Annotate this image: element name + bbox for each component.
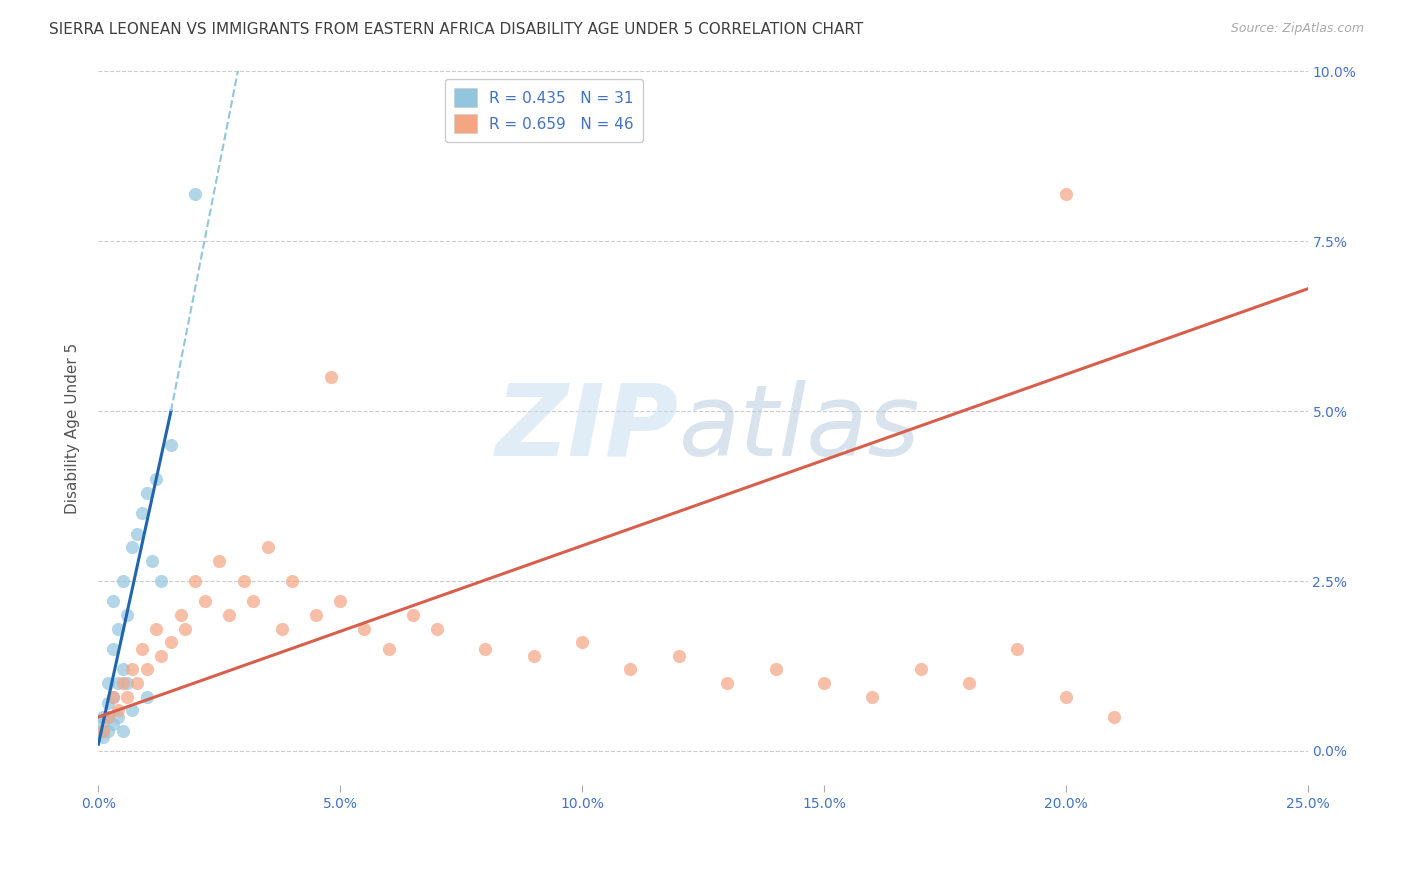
Point (111, 574, 134, 588)
Point (97, 710, 120, 724)
Point (111, 662, 134, 676)
Point (91, 710, 114, 724)
Point (107, 676, 129, 690)
Point (184, 574, 207, 588)
Point (426, 622, 449, 636)
Point (101, 642, 124, 657)
Point (121, 662, 143, 676)
Point (1054, 186, 1077, 201)
Point (668, 648, 690, 663)
Point (377, 642, 399, 657)
Point (131, 506, 153, 520)
Point (271, 622, 294, 636)
Point (150, 648, 173, 663)
Point (111, 723, 134, 738)
Point (121, 703, 143, 717)
Point (141, 554, 163, 568)
Text: atlas: atlas (679, 380, 921, 476)
Text: ZIP: ZIP (496, 380, 679, 476)
Point (242, 594, 264, 608)
Point (474, 642, 496, 657)
Point (91, 723, 114, 738)
Point (305, 608, 328, 623)
Point (160, 438, 183, 452)
Point (402, 608, 425, 623)
Point (218, 608, 240, 623)
Point (194, 594, 217, 608)
Text: SIERRA LEONEAN VS IMMIGRANTS FROM EASTERN AFRICA DISABILITY AGE UNDER 5 CORRELAT: SIERRA LEONEAN VS IMMIGRANTS FROM EASTER… (49, 22, 863, 37)
Point (160, 635, 183, 649)
Point (716, 676, 738, 690)
Point (117, 690, 139, 704)
Point (107, 703, 129, 717)
Point (101, 690, 124, 704)
Legend: R = 0.435   N = 31, R = 0.659   N = 46: R = 0.435 N = 31, R = 0.659 N = 46 (444, 79, 643, 142)
Point (135, 690, 157, 704)
Point (91, 723, 114, 738)
Y-axis label: Disability Age Under 5: Disability Age Under 5 (65, 343, 80, 514)
Point (174, 622, 197, 636)
Point (281, 574, 304, 588)
Point (97, 676, 120, 690)
Point (571, 635, 593, 649)
Point (121, 540, 143, 554)
Point (957, 676, 980, 690)
Point (91, 716, 114, 731)
Point (107, 710, 129, 724)
Point (353, 622, 375, 636)
Point (145, 472, 167, 486)
Point (101, 716, 124, 731)
Point (860, 690, 883, 704)
Point (131, 642, 153, 657)
Point (208, 554, 231, 568)
Point (910, 662, 932, 676)
Point (169, 608, 191, 623)
Point (127, 676, 149, 690)
Point (117, 676, 139, 690)
Point (127, 526, 149, 541)
Point (107, 622, 129, 636)
Point (1054, 690, 1077, 704)
Point (117, 608, 139, 623)
Point (101, 690, 124, 704)
Point (329, 594, 352, 608)
Point (150, 574, 173, 588)
Point (619, 662, 641, 676)
Point (145, 622, 167, 636)
Point (256, 540, 278, 554)
Point (97, 710, 120, 724)
Point (765, 662, 787, 676)
Point (97, 697, 120, 711)
Point (523, 648, 546, 663)
Text: Source: ZipAtlas.com: Source: ZipAtlas.com (1230, 22, 1364, 36)
Point (813, 676, 835, 690)
Point (97, 723, 120, 738)
Point (135, 485, 157, 500)
Point (1102, 710, 1125, 724)
Point (232, 574, 254, 588)
Point (135, 662, 157, 676)
Point (319, 370, 342, 384)
Point (111, 676, 134, 690)
Point (101, 594, 124, 608)
Point (1007, 642, 1029, 657)
Point (91, 731, 114, 745)
Point (184, 186, 207, 201)
